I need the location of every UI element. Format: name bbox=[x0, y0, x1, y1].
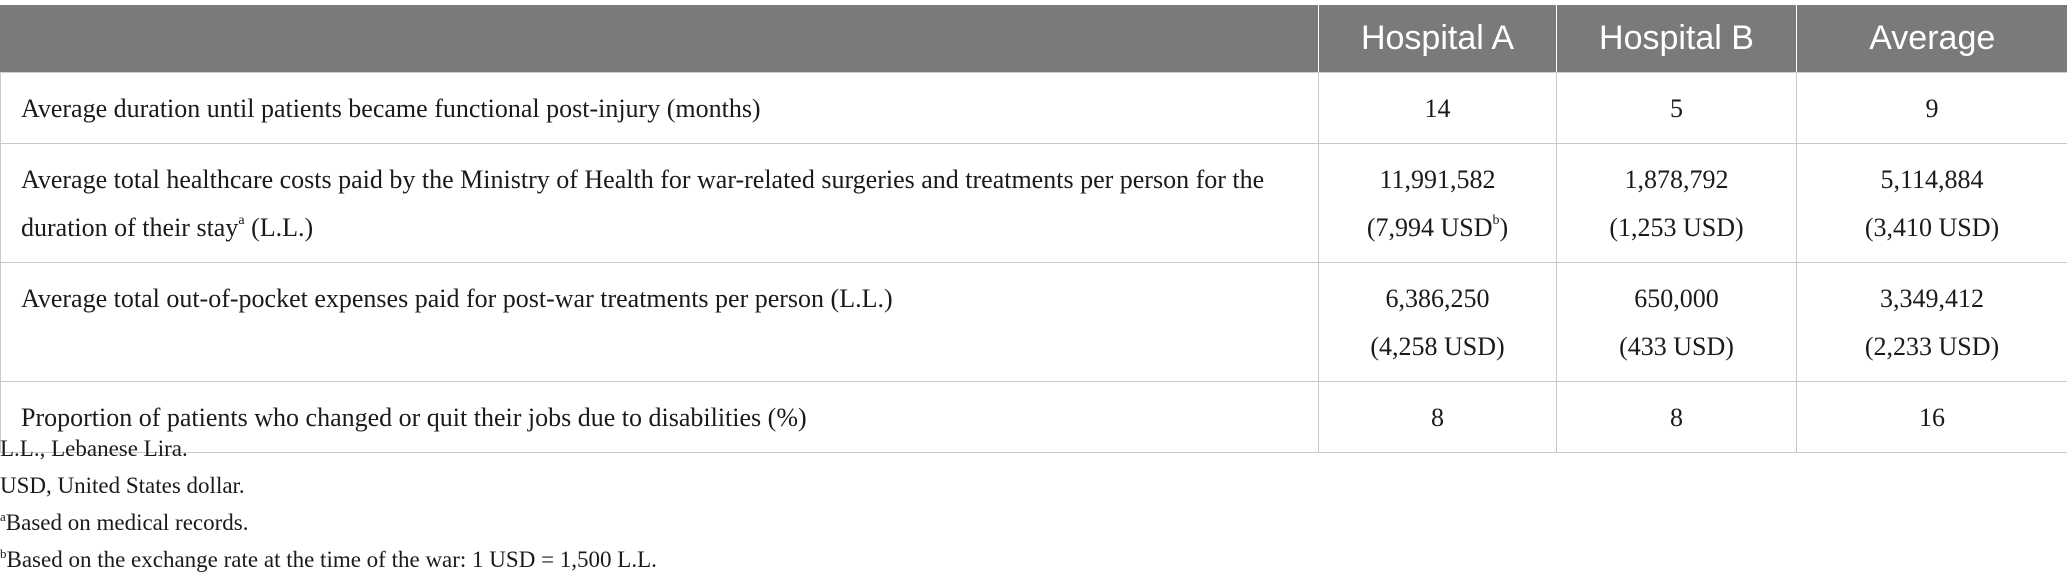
cell-value: 5,114,884 bbox=[1880, 165, 1984, 194]
cell-value: 8 bbox=[1431, 403, 1444, 432]
table-row: Average total out-of-pocket expenses pai… bbox=[0, 262, 2067, 382]
cell-hospital-b: 8 bbox=[1556, 381, 1797, 453]
footnote-usd: USD, United States dollar. bbox=[0, 473, 245, 498]
header-hospital-a: Hospital A bbox=[1318, 5, 1557, 73]
cell-value: 16 bbox=[1919, 403, 1945, 432]
cell-value: 5 bbox=[1670, 94, 1683, 123]
row-label-unit: (L.L.) bbox=[244, 213, 314, 242]
cell-value: 6,386,250 bbox=[1385, 284, 1490, 313]
cell-hospital-a: 8 bbox=[1318, 381, 1557, 453]
footnote-a-text: Based on medical records. bbox=[5, 510, 249, 535]
row-label: Average total healthcare costs paid by t… bbox=[0, 143, 1319, 263]
table-footnotes: L.L., Lebanese Lira. USD, United States … bbox=[0, 430, 657, 578]
row-label-main: Average total healthcare costs paid by t… bbox=[21, 165, 1265, 242]
footnote-a: aBased on medical records. bbox=[0, 504, 657, 541]
cell-hospital-b: 650,000 (433 USD) bbox=[1556, 262, 1797, 382]
cell-value: 650,000 bbox=[1634, 284, 1719, 313]
cost-table: Hospital A Hospital B Average Average du… bbox=[0, 5, 2067, 453]
cell-usd: (7,994 USDb) bbox=[1325, 204, 1550, 252]
cell-usd: (1,253 USD) bbox=[1609, 213, 1744, 242]
cell-usd-text: (7,994 USD bbox=[1366, 213, 1493, 242]
cell-hospital-a: 14 bbox=[1318, 72, 1557, 144]
cell-value: 3,349,412 bbox=[1880, 284, 1984, 313]
cell-average: 5,114,884 (3,410 USD) bbox=[1796, 143, 2067, 263]
cell-value: 8 bbox=[1670, 403, 1683, 432]
cell-average: 3,349,412 (2,233 USD) bbox=[1796, 262, 2067, 382]
footnote-a-marker: a bbox=[0, 509, 6, 525]
cell-usd: (4,258 USD) bbox=[1370, 332, 1505, 361]
table-row: Average duration until patients became f… bbox=[0, 72, 2067, 144]
cell-usd: (433 USD) bbox=[1619, 332, 1734, 361]
header-average: Average bbox=[1796, 5, 2067, 73]
cell-hospital-b: 5 bbox=[1556, 72, 1797, 144]
footnote-b-text: Based on the exchange rate at the time o… bbox=[6, 547, 657, 572]
cell-average: 16 bbox=[1796, 381, 2067, 453]
header-hospital-b: Hospital B bbox=[1556, 5, 1797, 73]
cell-usd: (3,410 USD) bbox=[1864, 213, 2000, 242]
cell-average: 9 bbox=[1796, 72, 2067, 144]
header-empty bbox=[0, 5, 1319, 73]
header-row: Hospital A Hospital B Average bbox=[0, 5, 2067, 73]
table-row: Proportion of patients who changed or qu… bbox=[0, 381, 2067, 453]
cell-hospital-a: 6,386,250 (4,258 USD) bbox=[1318, 262, 1557, 382]
cell-value: 14 bbox=[1424, 94, 1451, 123]
cell-hospital-a: 11,991,582 (7,994 USDb) bbox=[1318, 143, 1557, 263]
cell-usd: (2,233 USD) bbox=[1864, 332, 2000, 361]
table-row: Average total healthcare costs paid by t… bbox=[0, 143, 2067, 263]
footnote-b: bBased on the exchange rate at the time … bbox=[0, 541, 657, 578]
cell-value: 1,878,792 bbox=[1624, 165, 1729, 194]
footnote-marker-b: b bbox=[1492, 213, 1500, 229]
table-container: Hospital A Hospital B Average Average du… bbox=[0, 5, 2067, 453]
row-label: Average total out-of-pocket expenses pai… bbox=[0, 262, 1319, 382]
footnote-ll: L.L., Lebanese Lira. bbox=[0, 436, 188, 461]
cell-value: 11,991,582 bbox=[1379, 165, 1496, 194]
cell-usd-close: ) bbox=[1499, 213, 1509, 242]
row-label: Average duration until patients became f… bbox=[0, 72, 1319, 144]
cell-value: 9 bbox=[1925, 94, 1939, 123]
cell-hospital-b: 1,878,792 (1,253 USD) bbox=[1556, 143, 1797, 263]
footnote-marker-a: a bbox=[238, 213, 245, 229]
row-label: Proportion of patients who changed or qu… bbox=[0, 381, 1319, 453]
footnote-b-marker: b bbox=[0, 546, 7, 562]
